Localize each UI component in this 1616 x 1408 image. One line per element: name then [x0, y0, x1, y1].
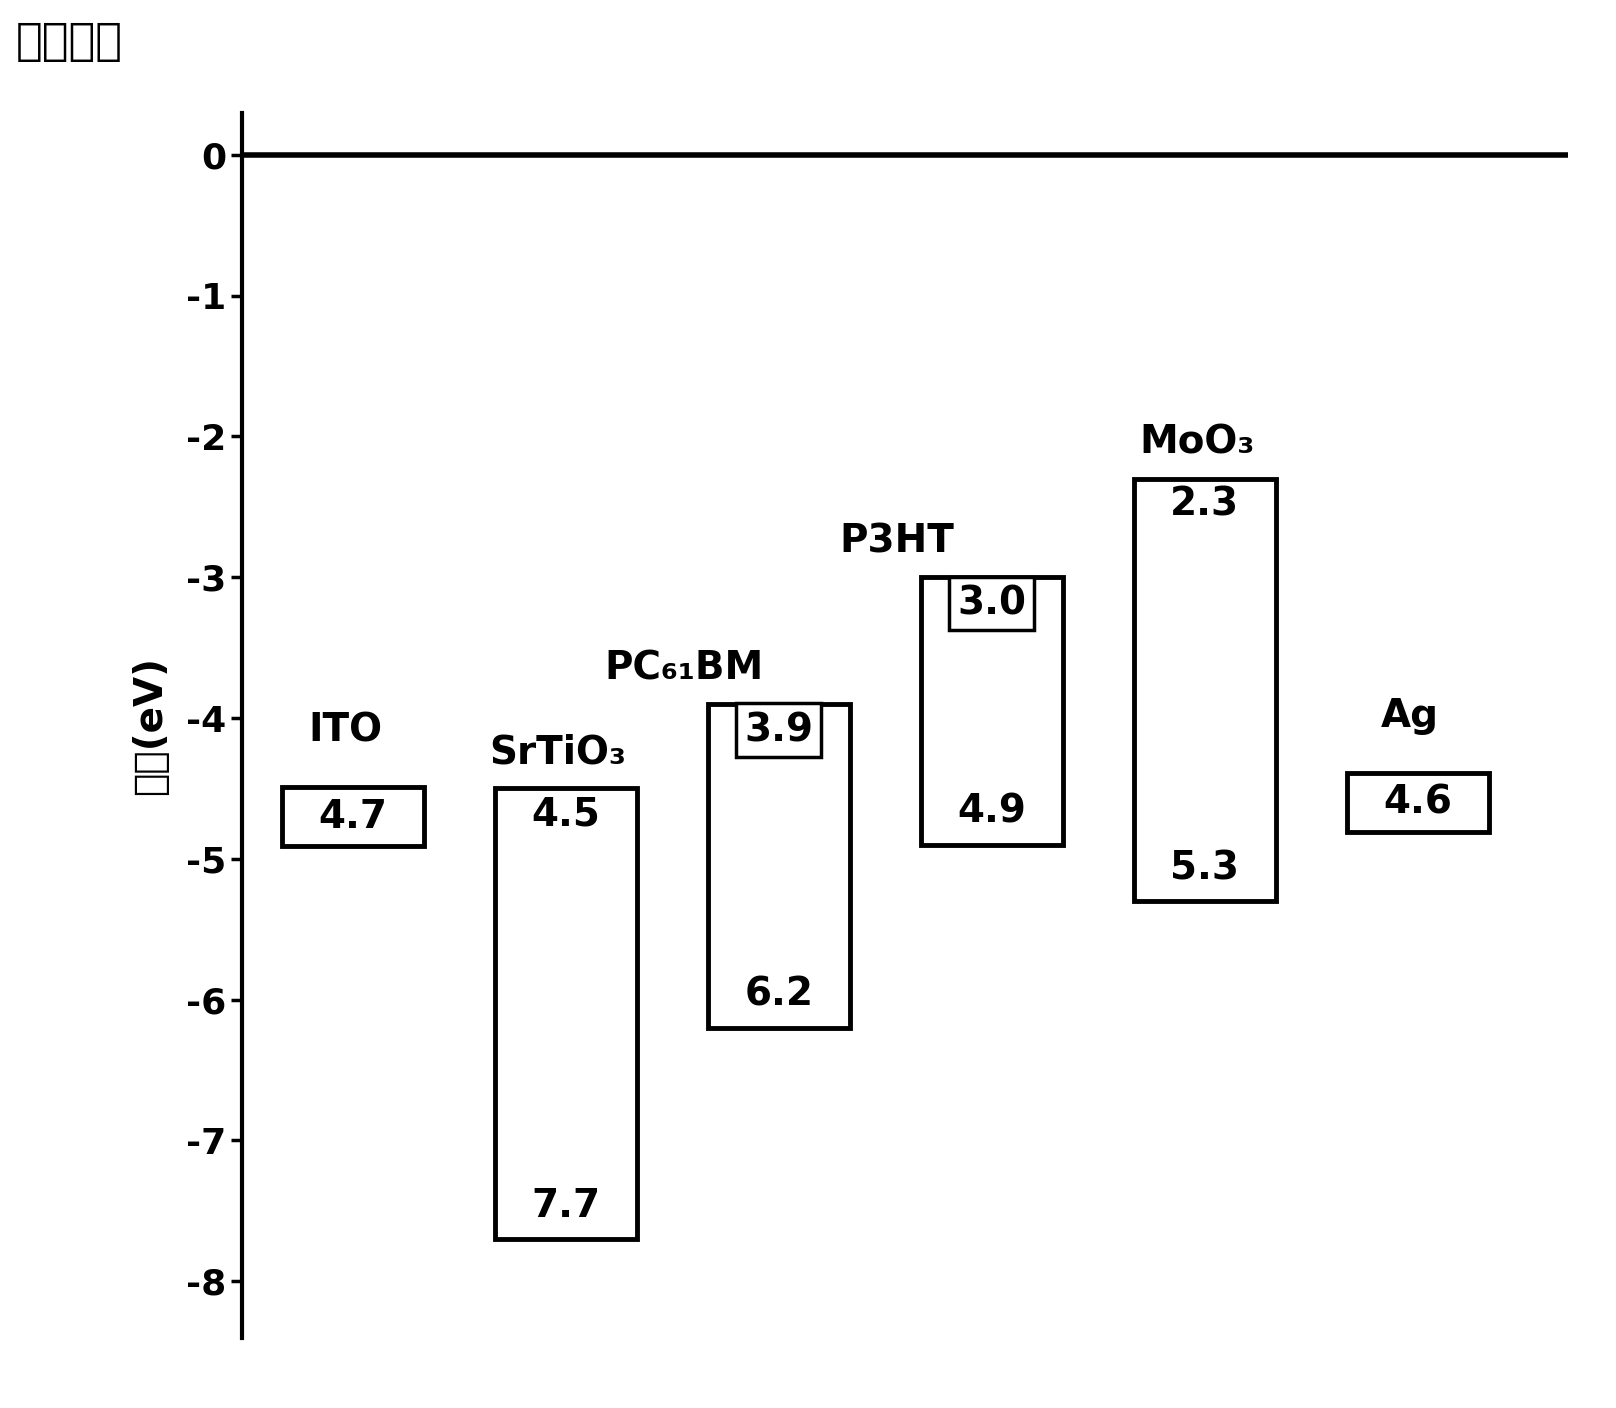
Text: 3.0: 3.0	[957, 584, 1026, 622]
Text: MoO₃: MoO₃	[1139, 424, 1254, 462]
Y-axis label: 能量(eV): 能量(eV)	[131, 656, 170, 794]
Bar	[494, 788, 637, 1239]
Text: 4.5: 4.5	[532, 796, 600, 834]
Text: 4.9: 4.9	[957, 793, 1026, 831]
Bar	[281, 787, 423, 846]
Bar	[1134, 479, 1275, 901]
Text: 真空能级: 真空能级	[16, 20, 123, 63]
Text: 6.2: 6.2	[745, 976, 813, 1014]
Text: 2.3: 2.3	[1170, 486, 1239, 524]
Text: Ag: Ag	[1380, 697, 1438, 735]
Text: SrTiO₃: SrTiO₃	[490, 734, 627, 772]
Bar	[708, 704, 850, 1028]
Text: ITO: ITO	[309, 711, 381, 749]
Bar	[1346, 773, 1488, 832]
Text: 3.9: 3.9	[745, 711, 813, 749]
Text: 5.3: 5.3	[1170, 849, 1239, 887]
Text: 7.7: 7.7	[532, 1187, 601, 1225]
Text: P3HT: P3HT	[840, 522, 955, 560]
Bar	[921, 577, 1063, 845]
Text: 4.7: 4.7	[318, 798, 388, 835]
Text: PC₆₁BM: PC₆₁BM	[604, 649, 764, 687]
Text: 4.6: 4.6	[1383, 784, 1453, 821]
